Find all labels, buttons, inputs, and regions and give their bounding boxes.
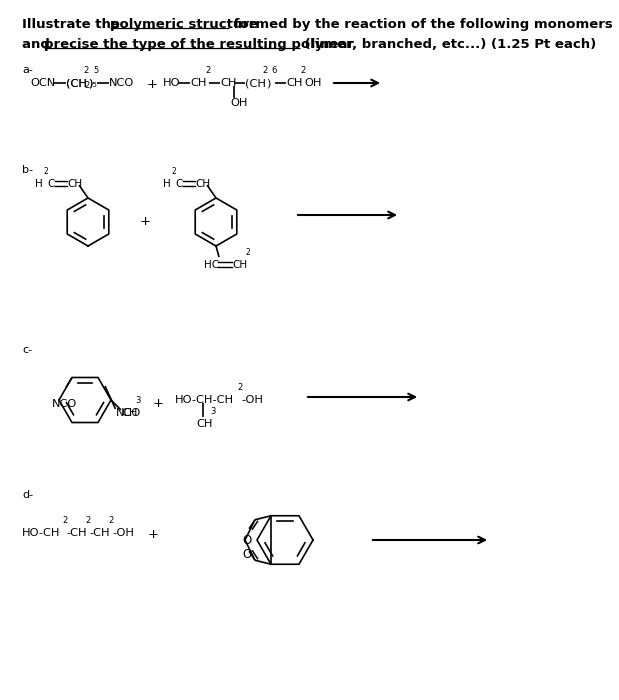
- Text: (CH: (CH: [245, 78, 266, 88]
- Text: polymeric structure: polymeric structure: [110, 18, 258, 31]
- Text: CH: CH: [232, 260, 247, 270]
- Text: CH: CH: [121, 408, 137, 418]
- Text: CH: CH: [190, 78, 207, 88]
- Text: 2: 2: [237, 383, 242, 392]
- Text: NCO: NCO: [116, 408, 141, 418]
- Text: O: O: [242, 548, 251, 561]
- Text: )₅: )₅: [88, 78, 97, 88]
- Text: -OH: -OH: [241, 395, 263, 405]
- Text: HO: HO: [163, 78, 181, 88]
- Text: precise the type of the resulting polymer: precise the type of the resulting polyme…: [44, 38, 353, 51]
- Text: O: O: [242, 534, 251, 547]
- Text: 2: 2: [83, 66, 89, 75]
- Text: +: +: [153, 397, 164, 410]
- Text: -OH: -OH: [112, 528, 134, 538]
- Text: 2: 2: [205, 66, 210, 75]
- Text: 2: 2: [300, 66, 305, 75]
- Text: 2: 2: [171, 167, 176, 176]
- Text: CH: CH: [67, 179, 82, 189]
- Text: 3: 3: [210, 407, 215, 416]
- Text: 3: 3: [135, 396, 141, 405]
- Text: OH: OH: [304, 78, 321, 88]
- Text: CH: CH: [286, 78, 303, 88]
- Text: HC: HC: [204, 260, 219, 270]
- Text: CH: CH: [220, 78, 236, 88]
- Text: CH: CH: [196, 419, 212, 429]
- Text: CH: CH: [195, 179, 210, 189]
- Text: C: C: [175, 179, 183, 189]
- Text: NCO: NCO: [109, 78, 134, 88]
- Text: C: C: [47, 179, 54, 189]
- Text: ): ): [88, 78, 92, 88]
- Text: +: +: [148, 528, 159, 541]
- Text: OCN: OCN: [30, 78, 55, 88]
- Text: 6: 6: [271, 66, 276, 75]
- Text: H: H: [35, 179, 43, 189]
- Text: 2: 2: [246, 248, 251, 257]
- Text: ): ): [266, 78, 271, 88]
- Text: 2: 2: [84, 81, 89, 90]
- Text: -CH: -CH: [89, 528, 110, 538]
- Text: 2: 2: [262, 66, 267, 75]
- Text: -CH: -CH: [66, 528, 87, 538]
- Text: 2: 2: [108, 516, 113, 525]
- Text: H: H: [163, 179, 171, 189]
- Text: (CH: (CH: [66, 78, 87, 88]
- Text: 5: 5: [93, 66, 98, 75]
- Text: d-: d-: [22, 490, 33, 500]
- Text: +: +: [140, 215, 151, 228]
- Text: b-: b-: [22, 165, 33, 175]
- Text: Illustrate the: Illustrate the: [22, 18, 124, 31]
- Text: a-: a-: [22, 65, 33, 75]
- Text: c-: c-: [22, 345, 32, 355]
- Text: OH: OH: [230, 98, 248, 108]
- Text: NCO: NCO: [52, 400, 77, 410]
- Text: 2: 2: [43, 167, 48, 176]
- Text: (linear, branched, etc...) (1.25 Pt each): (linear, branched, etc...) (1.25 Pt each…: [300, 38, 596, 51]
- Text: HO-CH-CH: HO-CH-CH: [175, 395, 234, 405]
- Text: and: and: [22, 38, 54, 51]
- Text: formed by the reaction of the following monomers: formed by the reaction of the following …: [229, 18, 613, 31]
- Text: +: +: [147, 78, 158, 91]
- Text: HO-CH: HO-CH: [22, 528, 61, 538]
- Text: 2: 2: [85, 516, 90, 525]
- Text: 2: 2: [62, 516, 67, 525]
- Text: (CH: (CH: [66, 78, 87, 88]
